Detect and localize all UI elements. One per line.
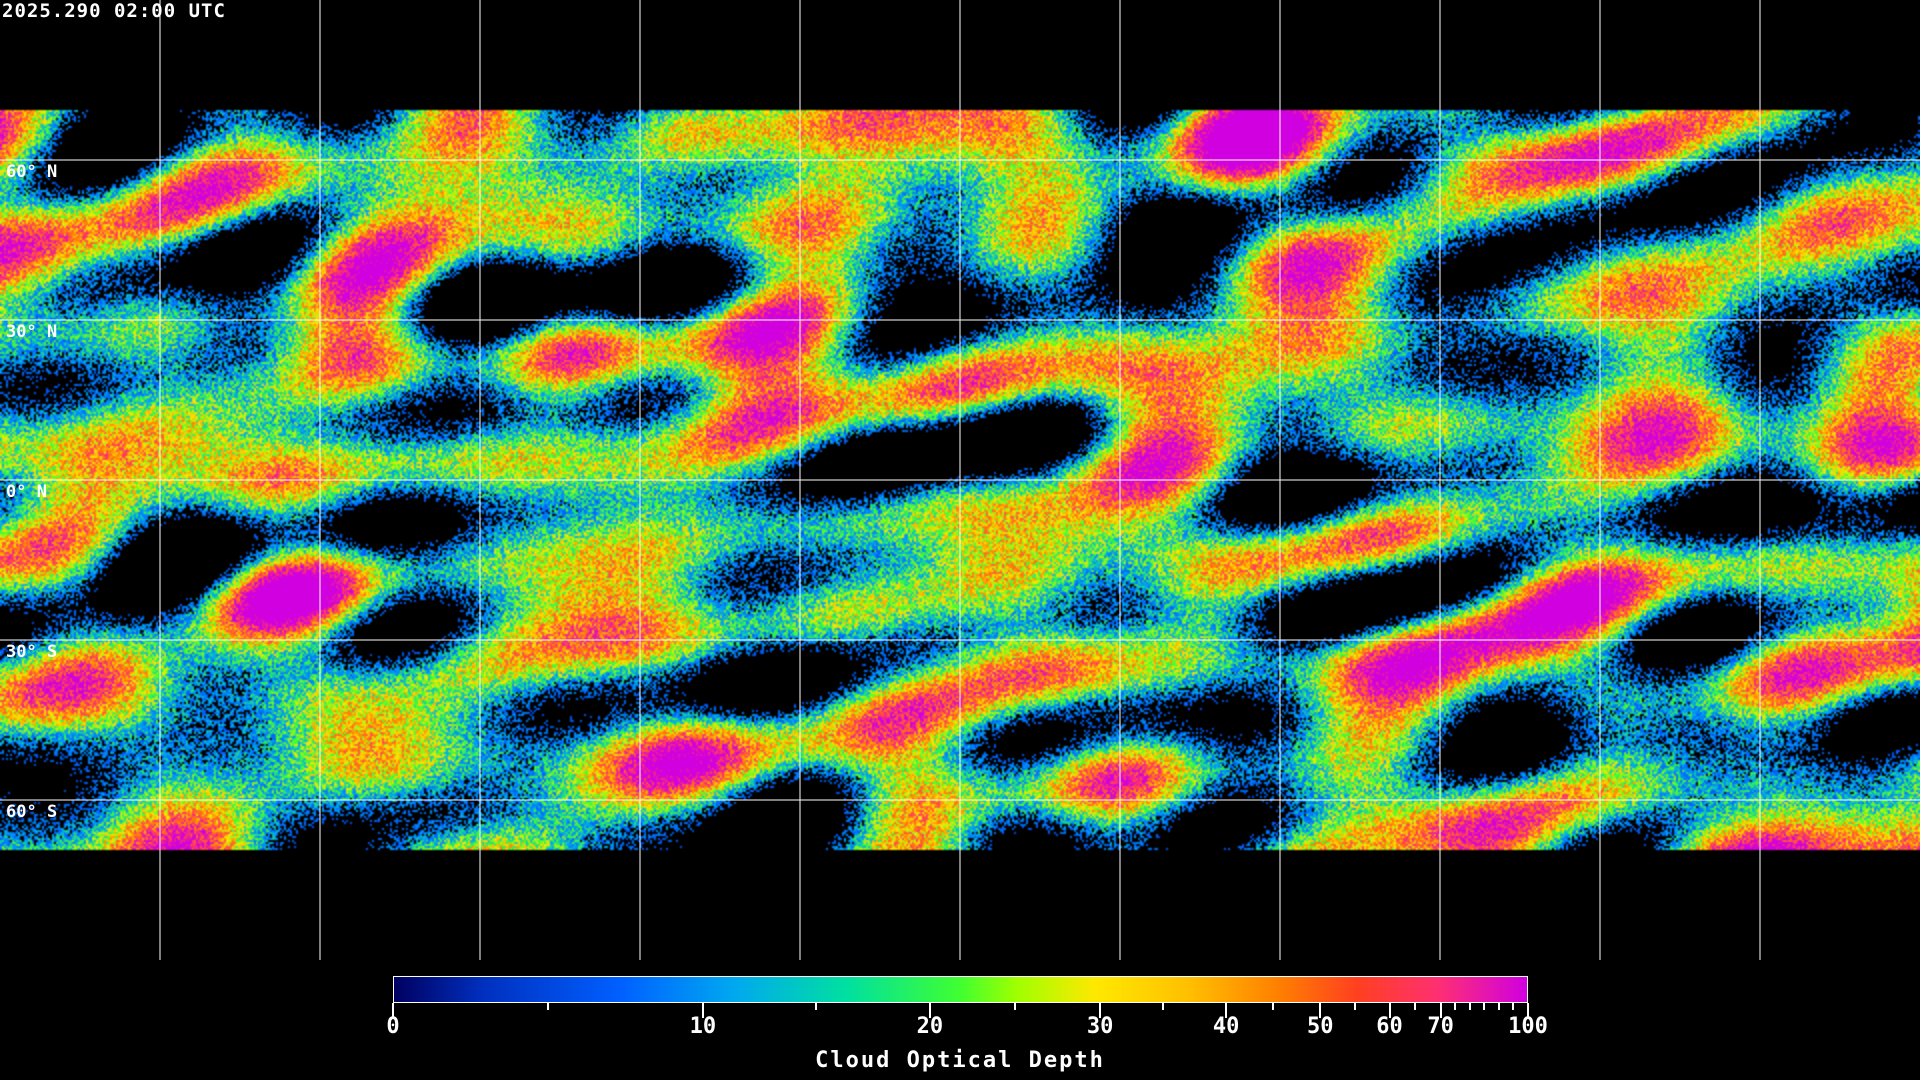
lat-label-0n: 0° N: [6, 482, 47, 502]
colorbar-tick-label: 100: [1508, 1014, 1548, 1039]
colorbar: [393, 976, 1528, 1003]
colorbar-minor-tick: [1483, 1003, 1486, 1010]
colorbar-title: Cloud Optical Depth: [815, 1048, 1105, 1073]
lat-label-60s: 60° S: [6, 802, 58, 822]
colorbar-major-tick: [1527, 1003, 1529, 1018]
colorbar-major-tick: [1099, 1003, 1102, 1018]
lat-label-60n: 60° N: [6, 162, 58, 182]
colorbar-minor-tick: [1468, 1003, 1471, 1010]
colorbar-tick-label: 60: [1376, 1014, 1403, 1039]
colorbar-tick-label: 70: [1427, 1014, 1454, 1039]
colorbar-minor-tick: [1454, 1003, 1457, 1010]
colorbar-minor-tick: [1013, 1003, 1016, 1010]
colorbar-major-tick: [392, 1003, 394, 1018]
lat-label-30n: 30° N: [6, 322, 58, 342]
lat-label-30s: 30° S: [6, 642, 58, 662]
colorbar-major-tick: [1225, 1003, 1228, 1018]
colorbar-major-tick: [1439, 1003, 1442, 1018]
colorbar-minor-tick: [1353, 1003, 1356, 1010]
colorbar-minor-tick: [546, 1003, 549, 1010]
colorbar-ticks: [392, 1003, 1529, 1018]
colorbar-tick-label: 10: [689, 1014, 717, 1039]
colorbar-tick-label: 0: [386, 1014, 400, 1039]
colorbar-minor-tick: [1497, 1003, 1500, 1010]
colorbar-minor-tick: [815, 1003, 818, 1010]
colorbar-tick-label: 40: [1212, 1014, 1240, 1039]
colorbar-tick-label: 30: [1086, 1014, 1114, 1039]
timestamp: 2025.290 02:00 UTC: [2, 0, 226, 22]
colorbar-major-tick: [1319, 1003, 1322, 1018]
colorbar-tick-label: 50: [1307, 1014, 1334, 1039]
colorbar-tick-label: 20: [916, 1014, 944, 1039]
colorbar-major-tick: [928, 1003, 931, 1018]
colorbar-minor-tick: [1272, 1003, 1275, 1010]
colorbar-minor-tick: [1162, 1003, 1165, 1010]
colorbar-minor-tick: [1414, 1003, 1417, 1010]
colorbar-major-tick: [1388, 1003, 1391, 1018]
colorbar-minor-tick: [1512, 1003, 1515, 1010]
colorbar-major-tick: [701, 1003, 704, 1018]
lat-lon-grid: [0, 0, 1920, 960]
